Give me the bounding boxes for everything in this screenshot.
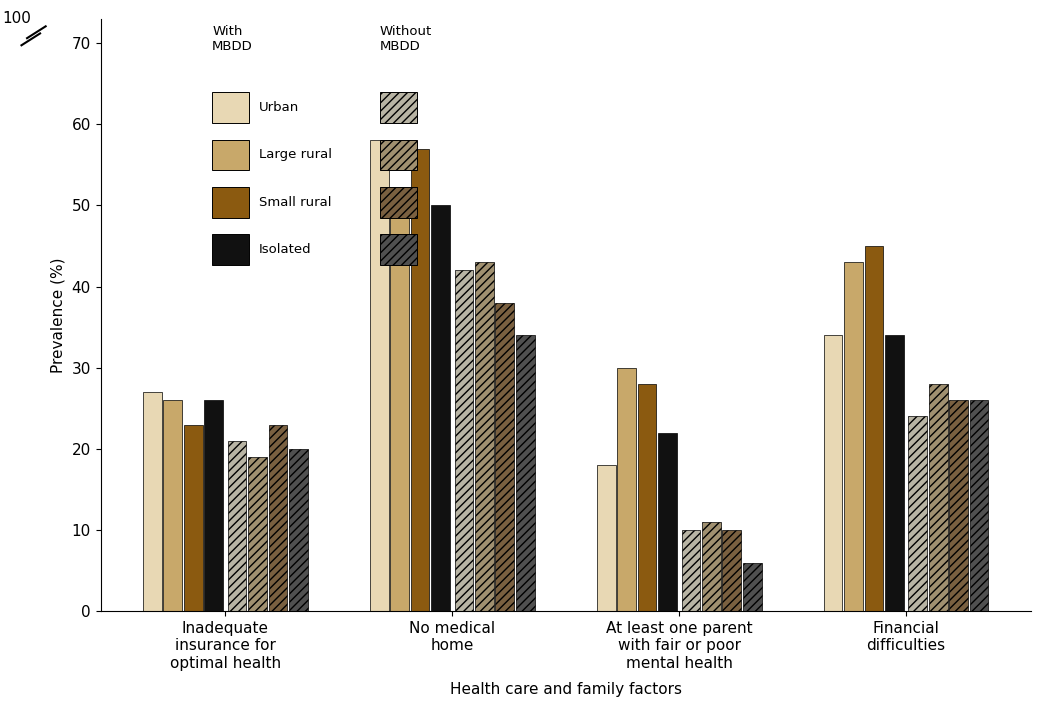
X-axis label: Health care and family factors: Health care and family factors — [450, 682, 681, 697]
Bar — [659, 433, 677, 611]
Bar — [495, 303, 515, 611]
Bar — [743, 563, 762, 611]
Text: 100: 100 — [2, 11, 31, 26]
Bar — [183, 425, 202, 611]
Bar — [228, 441, 247, 611]
Bar — [213, 139, 249, 171]
Bar — [475, 262, 494, 611]
Text: Isolated: Isolated — [258, 244, 312, 256]
Bar — [702, 522, 721, 611]
Bar — [213, 92, 249, 123]
Bar — [379, 187, 417, 218]
Bar — [865, 246, 884, 611]
Bar — [289, 449, 307, 611]
Bar — [454, 270, 473, 611]
Bar — [248, 457, 267, 611]
Y-axis label: Prevalence (%): Prevalence (%) — [51, 257, 66, 372]
Bar — [379, 92, 417, 123]
Text: Without
MBDD: Without MBDD — [379, 25, 431, 52]
Bar — [722, 530, 741, 611]
Bar — [638, 384, 656, 611]
Bar — [970, 400, 989, 611]
Text: Urban: Urban — [258, 101, 299, 114]
Bar — [143, 392, 162, 611]
Bar — [213, 234, 249, 266]
Bar — [370, 140, 389, 611]
Bar — [681, 530, 700, 611]
Bar — [949, 400, 968, 611]
Bar — [885, 335, 903, 611]
Bar — [164, 400, 182, 611]
Bar — [617, 367, 636, 611]
Bar — [213, 187, 249, 218]
Bar — [823, 335, 843, 611]
Bar — [269, 425, 288, 611]
Bar — [516, 335, 535, 611]
Bar — [928, 384, 947, 611]
Bar — [204, 400, 223, 611]
Bar — [597, 465, 616, 611]
Bar — [379, 234, 417, 266]
Bar — [844, 262, 863, 611]
Text: Large rural: Large rural — [258, 149, 331, 161]
Bar — [379, 139, 417, 171]
Bar — [431, 205, 450, 611]
Text: With
MBDD: With MBDD — [213, 25, 253, 52]
Bar — [411, 149, 429, 611]
Text: Small rural: Small rural — [258, 196, 331, 209]
Bar — [391, 198, 410, 611]
Bar — [909, 416, 927, 611]
